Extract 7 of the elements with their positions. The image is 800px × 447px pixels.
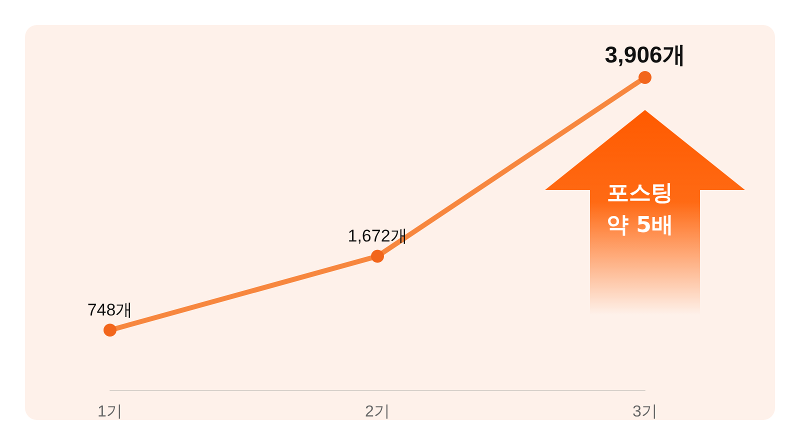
data-label: 3,906개 xyxy=(604,42,686,68)
annotation: 포스팅 약 5배 xyxy=(606,180,674,240)
x-tick-label: 2기 xyxy=(365,404,390,420)
x-tick-label: 1기 xyxy=(98,404,122,420)
data-label: 748개 xyxy=(87,300,133,320)
x-tick-label: 3기 xyxy=(632,404,658,420)
data-label: 1,672개 xyxy=(348,226,408,246)
